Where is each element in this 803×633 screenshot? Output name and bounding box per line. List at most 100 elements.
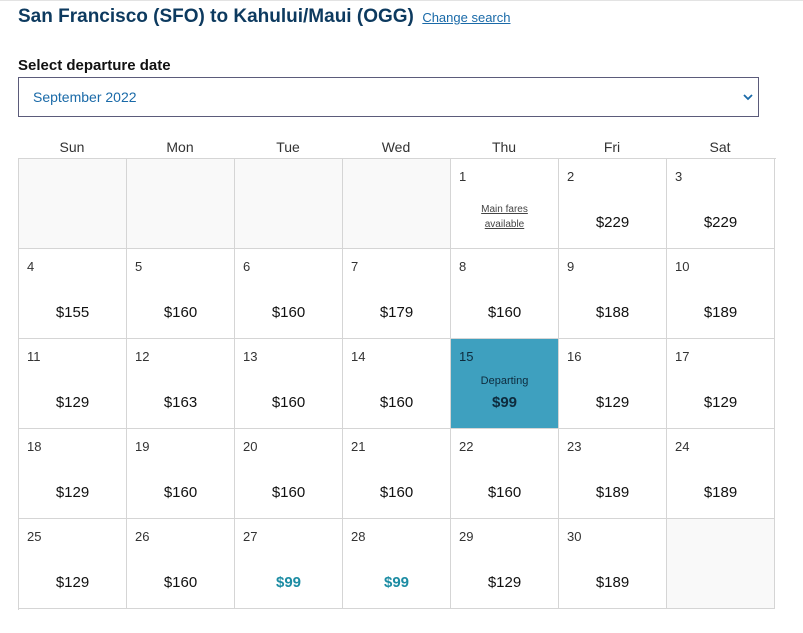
- weekday-sun: Sun: [59, 139, 85, 155]
- fare-price: $163: [163, 394, 198, 411]
- day-number: 27: [243, 529, 258, 544]
- day-number: 15: [459, 349, 474, 364]
- fare-price: $229: [595, 214, 630, 231]
- fare-price: $160: [379, 484, 414, 501]
- day-number: 13: [243, 349, 258, 364]
- weekday-fri: Fri: [603, 139, 621, 155]
- calendar-day-1[interactable]: 1 Main fares available: [451, 159, 559, 249]
- fare-price: $160: [487, 304, 522, 321]
- calendar-day-19[interactable]: 19 $160: [127, 429, 235, 519]
- day-number: 25: [27, 529, 42, 544]
- day-number: 5: [135, 259, 143, 274]
- day-number: 21: [351, 439, 366, 454]
- calendar-day-30[interactable]: 30 $189: [559, 519, 667, 609]
- fare-price: $129: [55, 394, 90, 411]
- day-number: 30: [567, 529, 582, 544]
- day-number: 8: [459, 259, 467, 274]
- day-number: 29: [459, 529, 474, 544]
- day-number: 28: [351, 529, 366, 544]
- calendar-day-10[interactable]: 10 $189: [667, 249, 775, 339]
- fare-price: $189: [703, 484, 738, 501]
- calendar-day-13[interactable]: 13 $160: [235, 339, 343, 429]
- day-number: 4: [27, 259, 35, 274]
- fare-price: $99: [275, 574, 302, 591]
- day-number: 18: [27, 439, 42, 454]
- weekday-sat: Sat: [709, 139, 731, 155]
- change-search-link[interactable]: Change search: [422, 10, 511, 25]
- fare-price: $189: [595, 574, 630, 591]
- calendar-day-15[interactable]: 15 Departing $99: [451, 339, 559, 429]
- chevron-down-icon: [743, 94, 753, 101]
- fare-price: $160: [163, 304, 198, 321]
- calendar-day-8[interactable]: 8 $160: [451, 249, 559, 339]
- calendar-day-25[interactable]: 25 $129: [19, 519, 127, 609]
- day-number: 9: [567, 259, 575, 274]
- fare-price: $160: [163, 484, 198, 501]
- calendar-day-20[interactable]: 20 $160: [235, 429, 343, 519]
- day-number: 26: [135, 529, 150, 544]
- fare-price: $160: [271, 394, 306, 411]
- fare-price: $129: [55, 484, 90, 501]
- calendar-day-18[interactable]: 18 $129: [19, 429, 127, 519]
- month-select[interactable]: September 2022: [18, 77, 759, 117]
- day-number: 2: [567, 169, 575, 184]
- calendar-day-23[interactable]: 23 $189: [559, 429, 667, 519]
- day-number: 20: [243, 439, 258, 454]
- fare-price: $229: [703, 214, 738, 231]
- departure-date-label: Select departure date: [18, 57, 171, 74]
- calendar-day-2[interactable]: 2 $229: [559, 159, 667, 249]
- fare-price: $160: [271, 484, 306, 501]
- calendar-day-3[interactable]: 3 $229: [667, 159, 775, 249]
- calendar-day-17[interactable]: 17 $129: [667, 339, 775, 429]
- day-number: 7: [351, 259, 359, 274]
- calendar-day-27[interactable]: 27 $99: [235, 519, 343, 609]
- fare-price: $160: [487, 484, 522, 501]
- fare-price: $129: [55, 574, 90, 591]
- fare-price: $189: [703, 304, 738, 321]
- main-fares-available-link[interactable]: Main fares available: [481, 204, 528, 230]
- fare-price: $129: [487, 574, 522, 591]
- calendar-day-9[interactable]: 9 $188: [559, 249, 667, 339]
- day-number: 19: [135, 439, 150, 454]
- calendar-day-26[interactable]: 26 $160: [127, 519, 235, 609]
- calendar-day-16[interactable]: 16 $129: [559, 339, 667, 429]
- day-number: 14: [351, 349, 366, 364]
- day-number: 11: [27, 349, 41, 364]
- weekday-wed: Wed: [381, 139, 411, 155]
- month-select-value: September 2022: [33, 89, 137, 105]
- day-number: 1: [459, 169, 467, 184]
- fare-price: $179: [379, 304, 414, 321]
- day-number: 22: [459, 439, 474, 454]
- calendar-day-24[interactable]: 24 $189: [667, 429, 775, 519]
- calendar-day-7[interactable]: 7 $179: [343, 249, 451, 339]
- weekday-thu: Thu: [491, 139, 517, 155]
- calendar-day-28[interactable]: 28 $99: [343, 519, 451, 609]
- calendar-day-6[interactable]: 6 $160: [235, 249, 343, 339]
- calendar-day-29[interactable]: 29 $129: [451, 519, 559, 609]
- route-title: San Francisco (SFO) to Kahului/Maui (OGG…: [18, 6, 414, 27]
- fare-price: $99: [491, 394, 518, 411]
- day-number: 23: [567, 439, 582, 454]
- calendar-day-22[interactable]: 22 $160: [451, 429, 559, 519]
- fare-price: $160: [163, 574, 198, 591]
- calendar-day-11[interactable]: 11 $129: [19, 339, 127, 429]
- calendar-day-21[interactable]: 21 $160: [343, 429, 451, 519]
- calendar-empty-cell: [667, 519, 775, 609]
- day-number: 17: [675, 349, 690, 364]
- top-divider: [0, 0, 803, 1]
- fare-price: $129: [595, 394, 630, 411]
- weekday-header-row: Sun Mon Tue Wed Thu Fri Sat: [18, 139, 774, 155]
- fare-price: $99: [383, 574, 410, 591]
- weekday-mon: Mon: [166, 139, 194, 155]
- fare-price: $189: [595, 484, 630, 501]
- fare-price: $160: [271, 304, 306, 321]
- fare-price: $155: [55, 304, 90, 321]
- calendar-empty-cell: [127, 159, 235, 249]
- day-number: 3: [675, 169, 683, 184]
- calendar-day-14[interactable]: 14 $160: [343, 339, 451, 429]
- calendar-day-5[interactable]: 5 $160: [127, 249, 235, 339]
- calendar-day-4[interactable]: 4 $155: [19, 249, 127, 339]
- calendar-grid: 1 Main fares available 2 $229 3 $229 4 $155 5 $16…: [18, 158, 776, 610]
- calendar-day-12[interactable]: 12 $163: [127, 339, 235, 429]
- day-number: 12: [135, 349, 150, 364]
